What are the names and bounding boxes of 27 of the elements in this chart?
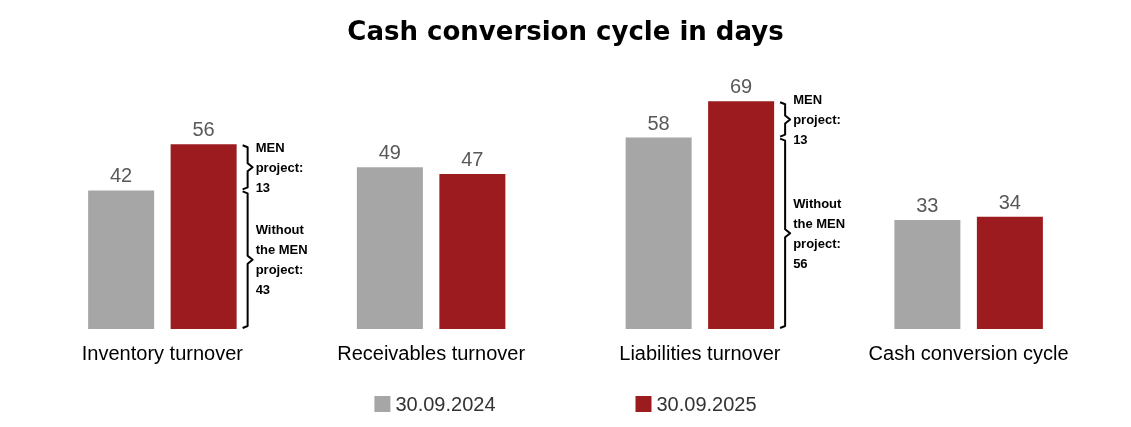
bar [894, 220, 961, 329]
annotation: MEN project: 13 [255, 139, 307, 195]
data-label: 56 [192, 118, 215, 141]
annotation: MEN project: 13 [793, 91, 845, 147]
legend-label: 30.09.2025 [656, 393, 757, 415]
bar [976, 216, 1043, 329]
bar [439, 173, 506, 329]
annotation: Without the MEN project: 56 [793, 195, 849, 271]
bar [625, 137, 692, 329]
data-label: 42 [110, 164, 133, 187]
data-label: 58 [647, 111, 670, 134]
chart-title: Cash conversion cycle in days [347, 16, 784, 46]
data-label: 69 [730, 75, 753, 98]
legend-label: 30.09.2024 [395, 393, 496, 415]
annotation: Without the MEN project: 43 [255, 222, 312, 298]
bar [170, 144, 237, 329]
x-tick-label: Inventory turnover [81, 342, 244, 364]
bar [88, 190, 155, 329]
data-label: 47 [461, 147, 484, 170]
x-tick-label: Cash conversion cycle [868, 342, 1069, 364]
x-tick-label: Liabilities turnover [619, 342, 781, 364]
data-label: 33 [916, 194, 939, 217]
bar [356, 167, 423, 329]
data-label: 49 [378, 141, 401, 164]
x-tick-label: Receivables turnover [337, 342, 526, 364]
bar [708, 101, 775, 329]
data-label: 34 [998, 190, 1021, 213]
